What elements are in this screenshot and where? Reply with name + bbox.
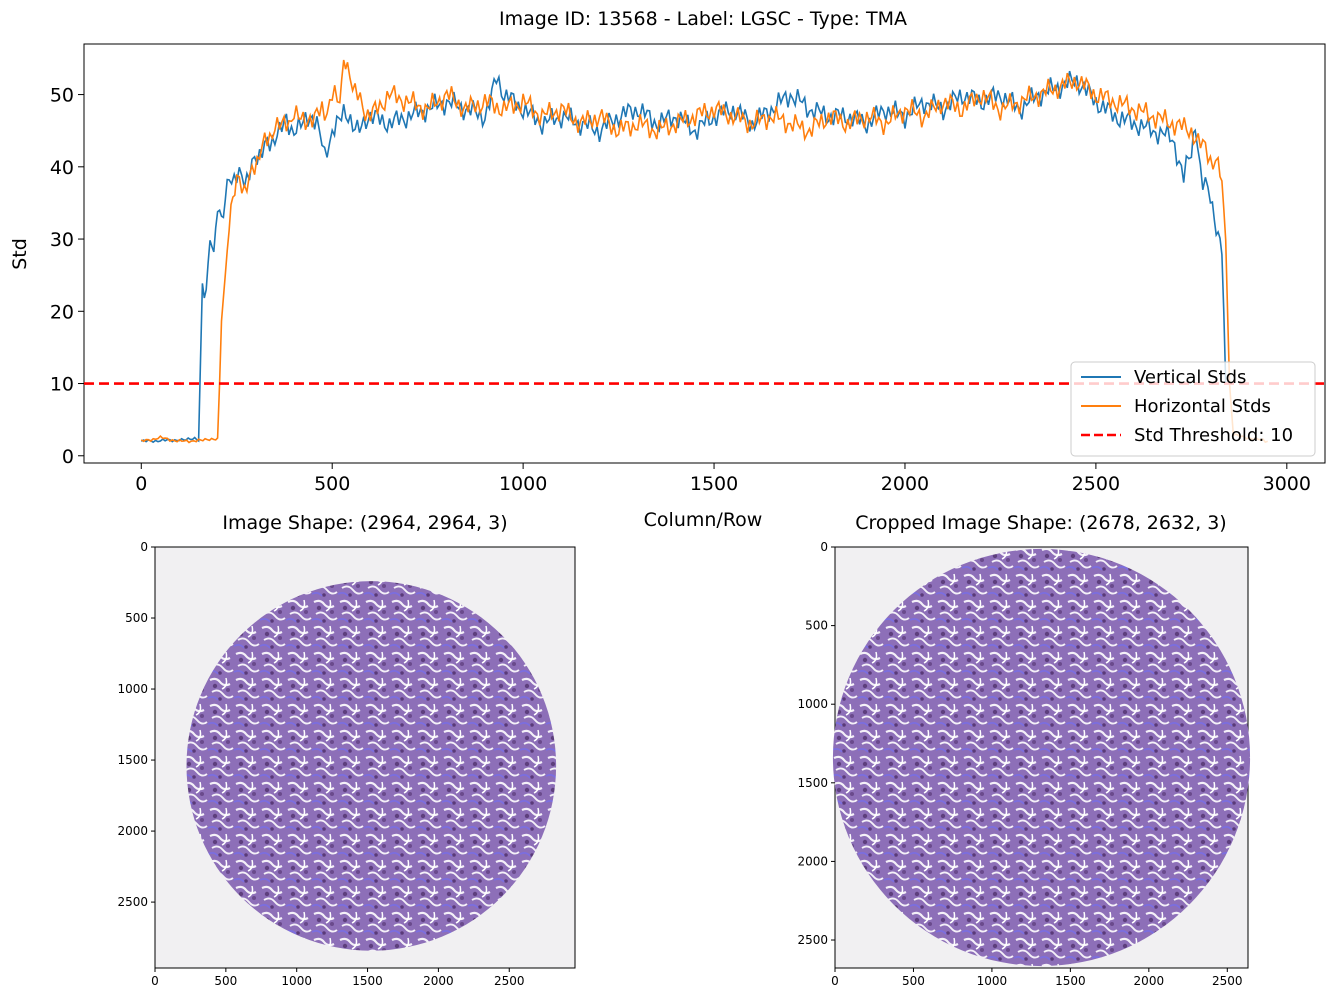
- x-tick-label: 500: [314, 473, 350, 495]
- y-tick-label: 2500: [797, 933, 828, 947]
- legend: Vertical Stds Horizontal Stds Std Thresh…: [1070, 361, 1316, 457]
- y-tick-label: 0: [820, 540, 828, 554]
- x-tick-label: 1500: [352, 974, 383, 988]
- y-tick-label: 500: [125, 611, 148, 625]
- legend-entry-threshold: Std Threshold: 10: [1134, 425, 1293, 446]
- x-tick-label: 1000: [977, 974, 1008, 988]
- y-tick-label: 30: [50, 229, 74, 251]
- legend-entry-vertical: Vertical Stds: [1134, 367, 1246, 388]
- x-tick-label: 1500: [690, 473, 738, 495]
- vertical-stds-line: [140, 70, 1227, 444]
- y-tick-label: 2000: [797, 854, 828, 868]
- tissue-core: [186, 581, 557, 951]
- line-chart: Image ID: 13568 - Label: LGSC - Type: TM…: [9, 8, 1326, 531]
- x-tick-label: 3000: [1263, 473, 1311, 495]
- cropped-image-title: Cropped Image Shape: (2678, 2632, 3): [855, 512, 1226, 534]
- x-tick-label: 500: [902, 974, 925, 988]
- y-tick-label: 0: [62, 446, 74, 468]
- y-tick-label: 1500: [117, 753, 148, 767]
- y-tick-label: 0: [140, 540, 148, 554]
- x-tick-label: 2000: [881, 473, 929, 495]
- x-tick-label: 2500: [1072, 473, 1120, 495]
- x-tick-label: 1500: [1055, 974, 1086, 988]
- original-image-title: Image Shape: (2964, 2964, 3): [222, 512, 507, 534]
- x-tick-label: 1000: [281, 974, 312, 988]
- y-tick-label: 2000: [117, 824, 148, 838]
- plot-area-frame: [83, 43, 1326, 464]
- image-axis-ticks: 0 500 1000 1500 2000 2500 0 500 1000 1500 2000 2500: [117, 540, 524, 988]
- x-axis-label: Column/Row: [644, 509, 763, 531]
- y-tick-label: 20: [50, 301, 74, 323]
- y-tick-label: 10: [50, 374, 74, 396]
- cropped-image-panel: Cropped Image Shape: (2678, 2632, 3) 0 50…: [797, 512, 1251, 988]
- y-tick-label: 40: [50, 157, 74, 179]
- x-tick-label: 2500: [1212, 974, 1243, 988]
- x-tick-label: 500: [214, 974, 237, 988]
- original-image-panel: Image Shape: (2964, 2964, 3) 0 500 1000 150…: [117, 512, 576, 988]
- x-tick-label: 0: [135, 473, 147, 495]
- axis-ticks: 0 500 1000 1500 2000 2500 3000 0 10 20 30 40 50: [50, 85, 1311, 495]
- image-axis-ticks: 0 500 1000 1500 2000 2500 0 500 1000 1500 2000 2500: [797, 540, 1242, 988]
- series-lines: [84, 59, 1325, 444]
- y-axis-label: Std: [9, 238, 31, 270]
- x-tick-label: 2000: [1134, 974, 1165, 988]
- x-tick-label: 0: [831, 974, 839, 988]
- y-tick-label: 2500: [117, 895, 148, 909]
- y-tick-label: 500: [805, 619, 828, 633]
- legend-entry-horizontal: Horizontal Stds: [1134, 396, 1271, 417]
- x-tick-label: 0: [151, 974, 159, 988]
- y-tick-label: 1000: [117, 682, 148, 696]
- y-tick-label: 1000: [797, 697, 828, 711]
- y-tick-label: 1500: [797, 776, 828, 790]
- x-tick-label: 1000: [499, 473, 547, 495]
- x-tick-label: 2000: [423, 974, 454, 988]
- horizontal-stds-line: [140, 59, 1268, 444]
- legend-box: [1070, 361, 1316, 457]
- x-tick-label: 2500: [494, 974, 525, 988]
- chart-title: Image ID: 13568 - Label: LGSC - Type: TM…: [499, 8, 907, 30]
- y-tick-label: 50: [50, 85, 74, 107]
- tissue-core: [832, 548, 1251, 967]
